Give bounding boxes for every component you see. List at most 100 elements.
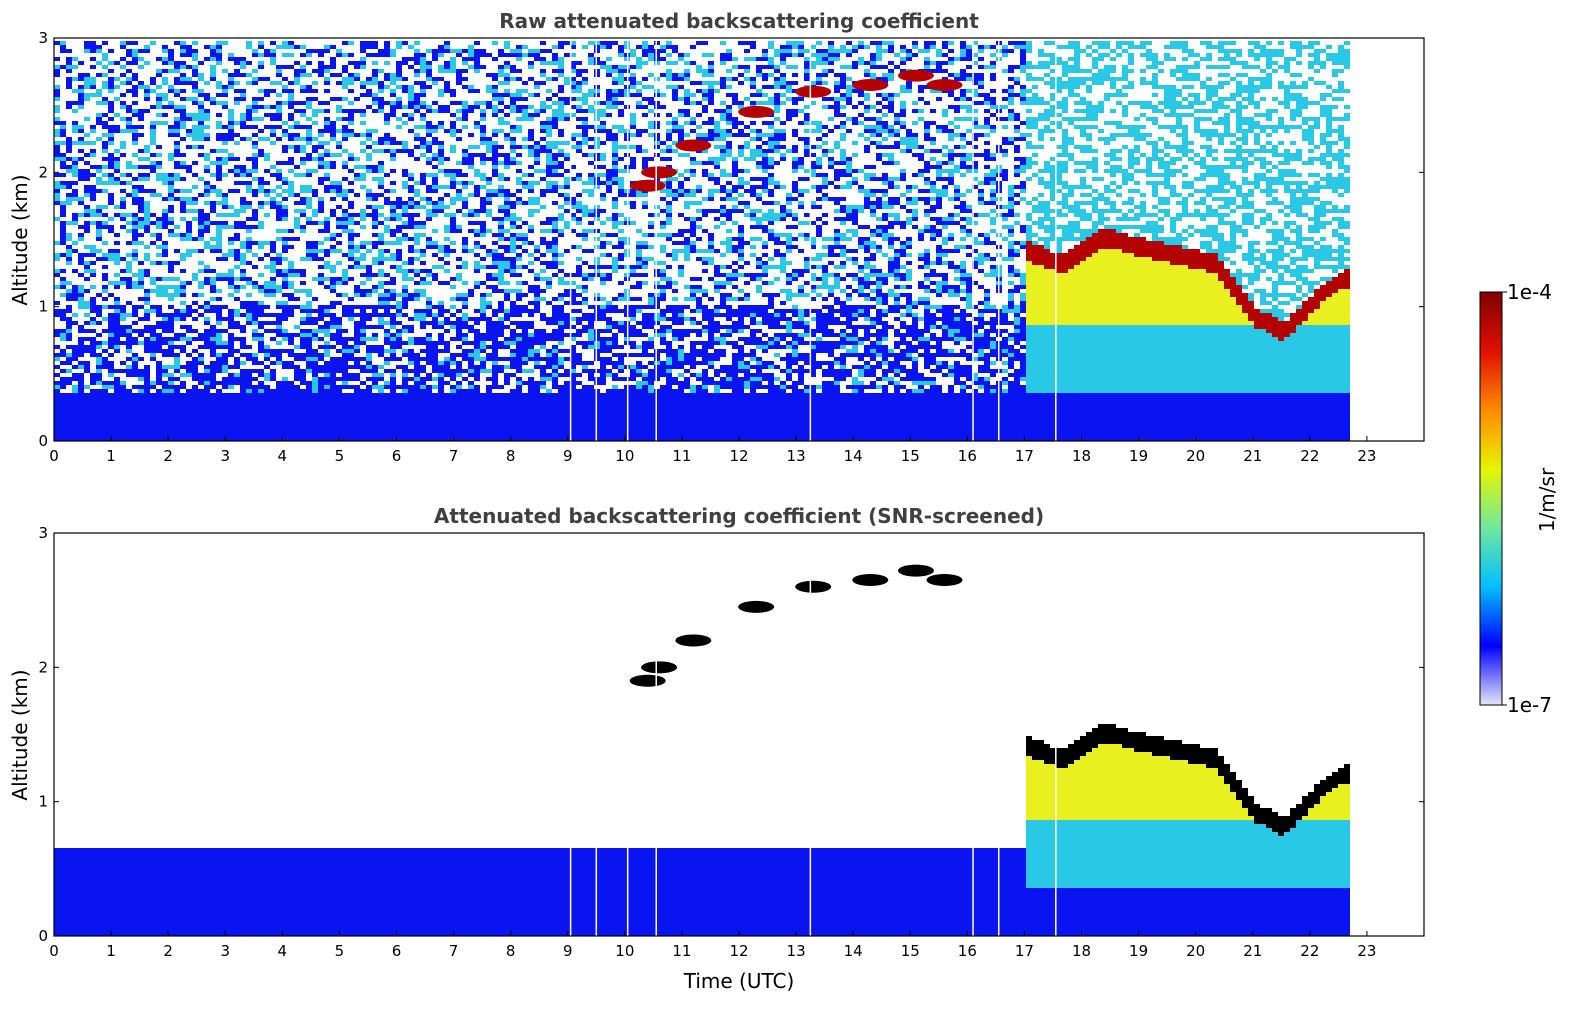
heatmap-cell [480,317,486,321]
heatmap-cell [444,349,450,353]
heatmap-cell [264,281,270,285]
heatmap-cell [330,421,336,425]
heatmap-cell [384,417,390,421]
heatmap-cell [252,253,258,257]
heatmap-cell [558,109,564,113]
heatmap-cell [222,201,228,205]
heatmap-cell [306,49,312,53]
heatmap-cell [72,213,78,217]
heatmap-cell [324,277,330,281]
heatmap-cell [444,65,450,69]
heatmap-cell [354,333,360,337]
heatmap-cell [438,245,444,249]
heatmap-cell [426,409,432,413]
heatmap-cell [366,389,372,393]
heatmap-cell [144,209,150,213]
heatmap-cell [270,61,276,65]
heatmap-cell [504,417,510,421]
heatmap-cell [486,425,492,429]
heatmap-cell [168,173,174,177]
heatmap-cell [108,225,114,229]
heatmap-cell [546,277,552,281]
heatmap-cell [498,101,504,105]
heatmap-cell [366,153,372,157]
heatmap-cell [426,433,432,437]
heatmap-cell [240,93,246,97]
heatmap-cell [474,57,480,61]
heatmap-cell [450,305,456,309]
heatmap-cell [396,333,402,337]
heatmap-cell [318,65,324,69]
heatmap-cell [552,53,558,57]
heatmap-cell [336,405,342,409]
heatmap-cell [294,393,300,397]
heatmap-cell [144,301,150,305]
heatmap-cell [168,313,174,317]
heatmap-cell [90,297,96,301]
heatmap-cell [540,401,546,405]
heatmap-cell [492,409,498,413]
heatmap-cell [252,165,258,169]
heatmap-cell [492,145,498,149]
heatmap-cell [408,85,414,89]
heatmap-cell [528,133,534,137]
heatmap-cell [552,249,558,253]
heatmap-cell [438,45,444,49]
heatmap-cell [126,405,132,409]
heatmap-cell [462,413,468,417]
heatmap-cell [288,45,294,49]
heatmap-cell [462,349,468,353]
heatmap-cell [78,421,84,425]
heatmap-cell [108,89,114,93]
heatmap-cell [78,325,84,329]
heatmap-cell [546,181,552,185]
heatmap-cell [498,277,504,281]
heatmap-cell [54,333,60,337]
heatmap-cell [468,425,474,429]
heatmap-cell [336,325,342,329]
heatmap-cell [78,361,84,365]
heatmap-cell [198,421,204,425]
heatmap-cell [552,373,558,377]
heatmap-cell [456,81,462,85]
heatmap-cell [336,233,342,237]
heatmap-cell [210,209,216,213]
heatmap-cell [420,141,426,145]
heatmap-cell [378,205,384,209]
heatmap-cell [180,401,186,405]
heatmap-cell [354,97,360,101]
heatmap-cell [108,249,114,253]
heatmap-cell [516,197,522,201]
heatmap-cell [306,169,312,173]
heatmap-cell [222,277,228,281]
heatmap-cell [486,437,492,441]
heatmap-cell [120,105,126,109]
heatmap-cell [330,133,336,137]
heatmap-cell [384,141,390,145]
heatmap-cell [282,41,288,45]
heatmap-cell [60,141,66,145]
heatmap-cell [126,109,132,113]
heatmap-cell [510,225,516,229]
heatmap-cell [324,353,330,357]
heatmap-cell [312,437,318,441]
heatmap-cell [54,217,60,221]
heatmap-cell [90,93,96,97]
heatmap-cell [300,101,306,105]
heatmap-cell [150,381,156,385]
heatmap-cell [294,217,300,221]
heatmap-cell [180,437,186,441]
heatmap-cell [132,137,138,141]
heatmap-cell [318,153,324,157]
heatmap-cell [414,73,420,77]
heatmap-cell [420,57,426,61]
heatmap-cell [54,301,60,305]
heatmap-cell [342,221,348,225]
heatmap-cell [72,289,78,293]
heatmap-cell [474,437,480,441]
heatmap-cell [510,321,516,325]
heatmap-cell [438,89,444,93]
heatmap-cell [456,229,462,233]
heatmap-cell [348,73,354,77]
heatmap-cell [354,365,360,369]
